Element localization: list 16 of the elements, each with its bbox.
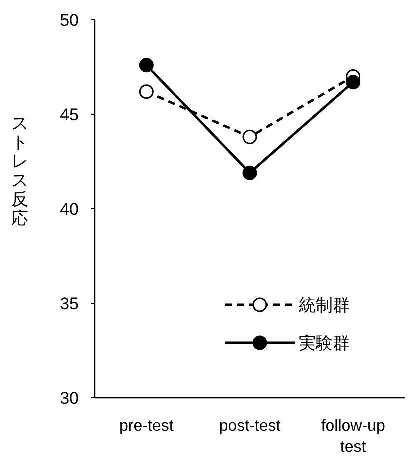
x-tick-label: pre-test bbox=[120, 418, 174, 435]
y-tick-label: 30 bbox=[60, 389, 79, 408]
y-tick-label: 45 bbox=[60, 106, 79, 124]
point bbox=[346, 75, 361, 90]
x-tick-label: post-test bbox=[219, 418, 282, 435]
point bbox=[242, 130, 258, 144]
y-axis-title: ストレス反応 bbox=[12, 114, 28, 228]
x-tick-label: follow-up test bbox=[321, 418, 386, 456]
point bbox=[139, 58, 154, 73]
point bbox=[242, 166, 258, 180]
legend-label: 実験群 bbox=[299, 334, 350, 353]
y-tick-label: 40 bbox=[60, 200, 79, 219]
legend-label: 統制群 bbox=[299, 296, 350, 315]
y-tick-label: 50 bbox=[60, 11, 79, 30]
point bbox=[139, 84, 154, 100]
y-tick-label: 35 bbox=[60, 294, 79, 314]
